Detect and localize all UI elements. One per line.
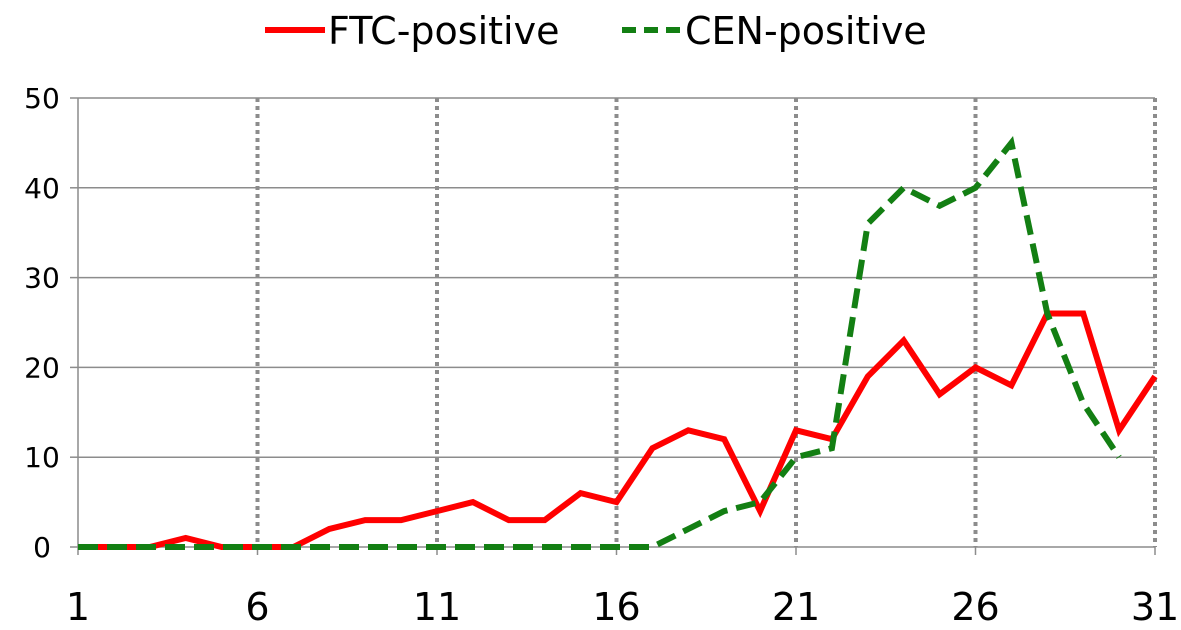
x-tick-label-26: 26 bbox=[951, 585, 999, 629]
legend-label-ftc: FTC-positive bbox=[328, 9, 559, 53]
y-tick-label-20: 20 bbox=[24, 351, 60, 384]
x-tick-label-1: 1 bbox=[66, 585, 90, 629]
x-tick-label-31: 31 bbox=[1131, 585, 1179, 629]
legend: FTC-positive CEN-positive bbox=[265, 9, 927, 53]
y-tick-label-50: 50 bbox=[24, 82, 60, 115]
y-tick-label-40: 40 bbox=[24, 172, 60, 205]
x-tick-label-16: 16 bbox=[592, 585, 640, 629]
x-tick-labels: 1 6 11 16 21 26 31 bbox=[66, 585, 1179, 629]
x-tick-label-6: 6 bbox=[245, 585, 269, 629]
x-tick-label-11: 11 bbox=[413, 585, 461, 629]
x-tick-label-21: 21 bbox=[772, 585, 820, 629]
legend-item-ftc: FTC-positive bbox=[265, 9, 559, 53]
y-tick-label-10: 10 bbox=[24, 441, 60, 474]
series-line-cen-positive bbox=[78, 136, 1122, 550]
legend-label-cen: CEN-positive bbox=[685, 9, 927, 53]
legend-item-cen: CEN-positive bbox=[622, 9, 927, 53]
y-tick-label-30: 30 bbox=[24, 262, 60, 295]
y-tick-label-0: 0 bbox=[33, 531, 51, 564]
series-lines bbox=[78, 136, 1158, 550]
y-tick-labels: 0 10 20 30 40 50 bbox=[24, 82, 60, 564]
vertical-gridlines bbox=[255, 98, 1157, 547]
